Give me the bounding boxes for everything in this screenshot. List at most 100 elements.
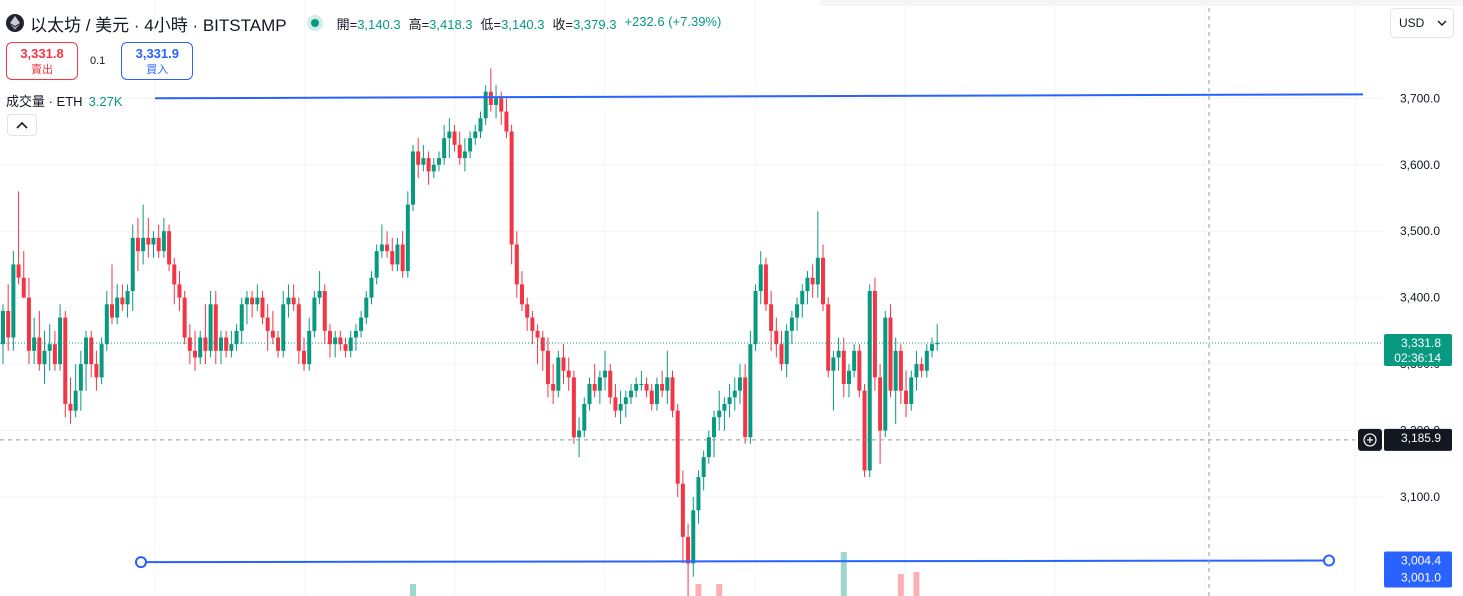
candle-body bbox=[670, 377, 675, 411]
candle-body bbox=[198, 337, 203, 358]
candle-body bbox=[16, 264, 21, 278]
low-level-label: 3,001.0 bbox=[1401, 571, 1441, 585]
sell-price: 3,331.8 bbox=[20, 45, 64, 61]
candle-body bbox=[769, 304, 774, 331]
candle-body bbox=[789, 317, 794, 331]
sell-button[interactable]: 3,331.8 賣出 bbox=[6, 42, 78, 80]
candle-body bbox=[535, 330, 540, 338]
candle-body bbox=[447, 131, 452, 139]
candle-body bbox=[353, 330, 358, 338]
candle-body bbox=[846, 370, 851, 385]
y-tick-label: 3,600.0 bbox=[1400, 158, 1440, 172]
candle-body bbox=[141, 237, 146, 252]
collapse-legend-button[interactable] bbox=[7, 114, 37, 136]
candle-body bbox=[821, 257, 826, 305]
candle-body bbox=[338, 337, 343, 345]
candle-body bbox=[712, 417, 717, 438]
candle-body bbox=[146, 237, 151, 245]
volume-label: 成交量 · ETH bbox=[6, 94, 83, 109]
candle-body bbox=[457, 144, 462, 159]
candle-body bbox=[239, 304, 244, 331]
candle-body bbox=[37, 337, 42, 365]
candle-body bbox=[545, 350, 550, 385]
volume-value: 3.27K bbox=[88, 94, 123, 109]
candle-body bbox=[587, 384, 592, 404]
candle-body bbox=[47, 344, 52, 351]
candle-body bbox=[732, 390, 737, 398]
price-axis: 3,100.03,200.03,300.03,400.03,500.03,600… bbox=[1358, 91, 1452, 588]
candle-body bbox=[421, 158, 426, 165]
candle-body bbox=[135, 237, 140, 252]
chart-grid bbox=[0, 0, 1383, 596]
candle-body bbox=[904, 390, 909, 404]
y-tick-label: 3,400.0 bbox=[1400, 291, 1440, 305]
candle-body bbox=[78, 364, 83, 391]
candle-body bbox=[737, 377, 742, 391]
candle-body bbox=[634, 384, 639, 391]
candle-body bbox=[327, 330, 332, 345]
candle-body bbox=[302, 350, 307, 365]
candle-body bbox=[68, 403, 73, 411]
symbol-header: 以太坊 / 美元 · 4小時 · BITSTAMP 開=3,140.3 高=3,… bbox=[6, 10, 721, 36]
candle-body bbox=[867, 291, 872, 471]
candle-body bbox=[696, 477, 701, 511]
candle-body bbox=[717, 410, 722, 418]
market-status-icon[interactable] bbox=[306, 15, 323, 31]
candle-body bbox=[265, 317, 270, 331]
plus-circle bbox=[1363, 433, 1377, 447]
candle-body bbox=[909, 377, 914, 404]
candle-body bbox=[597, 377, 602, 391]
buy-label: 買入 bbox=[146, 63, 169, 76]
candle-body bbox=[618, 403, 623, 411]
close-value: 3,379.3 bbox=[573, 16, 617, 32]
candle-body bbox=[115, 297, 120, 318]
candle-body bbox=[125, 291, 130, 305]
crosshair-price-label-bg bbox=[1384, 428, 1452, 451]
candle-body bbox=[317, 291, 322, 298]
candle-body bbox=[831, 357, 836, 371]
candle-body bbox=[774, 330, 779, 345]
plus-circle-icon[interactable] bbox=[1358, 428, 1382, 451]
candle-body bbox=[468, 138, 473, 152]
candle-body bbox=[701, 457, 706, 478]
candle-body bbox=[919, 364, 924, 371]
candle-body bbox=[11, 264, 16, 338]
candle-body bbox=[208, 304, 213, 351]
spread-value: 0.1 bbox=[90, 55, 106, 67]
volume-legend[interactable]: 成交量 · ETH 3.27K bbox=[6, 91, 123, 110]
candle-body bbox=[556, 357, 561, 391]
candle-body bbox=[571, 377, 576, 438]
high-label: 高= bbox=[408, 16, 430, 32]
chevron-up-icon bbox=[16, 121, 28, 129]
candle-body bbox=[307, 330, 312, 365]
candle-body bbox=[234, 330, 239, 345]
candle-body bbox=[654, 384, 659, 404]
candle-body bbox=[883, 317, 888, 431]
candle-body bbox=[504, 111, 509, 132]
symbol-title[interactable]: 以太坊 / 美元 · 4小時 · BITSTAMP bbox=[30, 15, 287, 35]
candle-body bbox=[608, 370, 613, 398]
currency-select[interactable]: USD bbox=[1390, 8, 1454, 38]
candle-body bbox=[795, 304, 800, 318]
candle-body bbox=[805, 277, 810, 292]
candle-body bbox=[73, 390, 78, 411]
candle-body bbox=[520, 284, 524, 305]
candle-body bbox=[270, 330, 275, 338]
candle-body bbox=[488, 91, 493, 105]
candle-body bbox=[530, 317, 535, 331]
candle-body bbox=[483, 91, 488, 119]
candle-body bbox=[878, 377, 883, 431]
candle-body bbox=[182, 297, 187, 338]
candle-body bbox=[42, 350, 47, 365]
candle-body bbox=[442, 138, 447, 159]
candle-body bbox=[810, 277, 815, 285]
current-price-label-sub: 02:36:14 bbox=[1394, 351, 1441, 365]
candle-body bbox=[675, 410, 680, 484]
candle-body bbox=[551, 384, 556, 391]
buy-button[interactable]: 3,331.9 買入 bbox=[121, 42, 194, 80]
candle-body bbox=[784, 330, 789, 365]
candle-body bbox=[244, 297, 249, 305]
candle-body bbox=[452, 131, 457, 145]
candle-body bbox=[577, 430, 582, 438]
